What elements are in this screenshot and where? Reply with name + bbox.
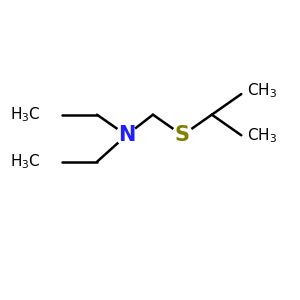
Circle shape — [172, 125, 193, 146]
Text: S: S — [175, 125, 190, 145]
Text: CH$_3$: CH$_3$ — [247, 82, 277, 100]
Circle shape — [116, 125, 137, 146]
Text: CH$_3$: CH$_3$ — [247, 126, 277, 145]
Text: N: N — [118, 125, 135, 145]
Text: H$_3$C: H$_3$C — [11, 152, 41, 171]
Text: H$_3$C: H$_3$C — [11, 105, 41, 124]
